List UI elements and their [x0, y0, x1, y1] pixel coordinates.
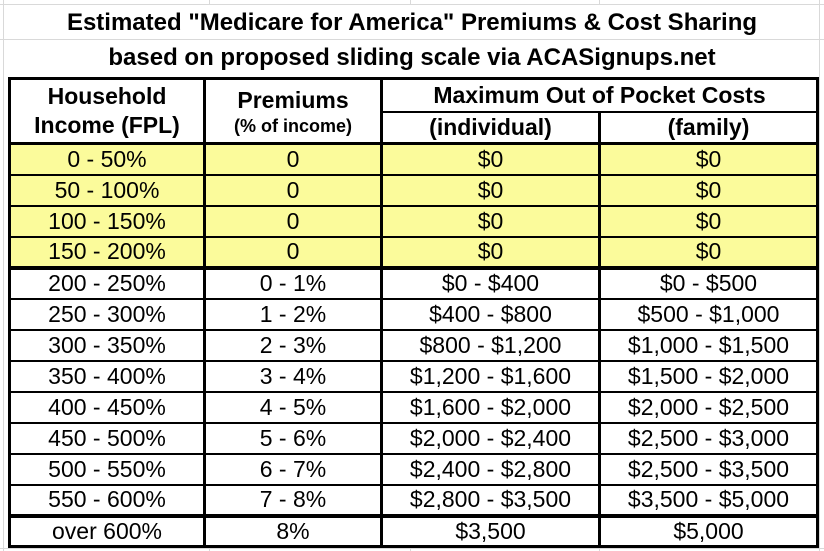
gridline: [410, 548, 411, 551]
cell-individual: $400 - $800: [380, 297, 601, 331]
cell-premium: 6 - 7%: [203, 452, 383, 486]
cell-premium: 8%: [203, 514, 383, 548]
gridline: [209, 548, 210, 551]
cell-family: $3,500 - $5,000: [598, 483, 819, 518]
cell-individual: $0 - $400: [380, 266, 601, 300]
cell-premium: 0: [203, 204, 383, 238]
header-family: (family): [598, 110, 819, 145]
cell-premium: 0: [203, 235, 383, 270]
gridline: [0, 39, 824, 40]
cell-family: $0: [598, 235, 819, 270]
cell-income: 0 - 50%: [8, 142, 206, 176]
cell-family: $500 - $1,000: [598, 297, 819, 331]
cell-premium: 0: [203, 142, 383, 176]
cell-premium: 5 - 6%: [203, 421, 383, 455]
cell-premium: 7 - 8%: [203, 483, 383, 518]
table-row: 50 - 100% 0 $0 $0: [8, 173, 819, 207]
cell-individual: $2,000 - $2,400: [380, 421, 601, 455]
gridline: [3, 0, 4, 551]
cell-family: $5,000: [598, 514, 819, 548]
gridline: [599, 0, 600, 4]
table-body: 0 - 50% 0 $0 $0 50 - 100% 0 $0 $0 100 - 150% 0 $0 $…: [8, 142, 819, 548]
header-premiums-line2: (% of income): [233, 116, 352, 136]
header-household-income: Household Income (FPL): [8, 77, 206, 145]
gridline: [0, 4, 824, 5]
cell-income: 300 - 350%: [8, 328, 206, 362]
cell-premium: 0: [203, 173, 383, 207]
table-row: 200 - 250% 0 - 1% $0 - $400 $0 - $500: [8, 266, 819, 300]
cell-family: $0: [598, 142, 819, 176]
cell-individual: $2,800 - $3,500: [380, 483, 601, 518]
cell-income: 450 - 500%: [8, 421, 206, 455]
cell-premium: 3 - 4%: [203, 359, 383, 393]
cell-premium: 0 - 1%: [203, 266, 383, 300]
cell-individual: $800 - $1,200: [380, 328, 601, 362]
table-row: 300 - 350% 2 - 3% $800 - $1,200 $1,000 - $1…: [8, 328, 819, 362]
cell-income: 350 - 400%: [8, 359, 206, 393]
table-row: 450 - 500% 5 - 6% $2,000 - $2,400 $2,500 - …: [8, 421, 819, 455]
header-row-main: Household Income (FPL) Premiums (% of in…: [8, 77, 819, 145]
cell-family: $0: [598, 173, 819, 207]
cell-individual: $0: [380, 142, 601, 176]
cell-income: 50 - 100%: [8, 173, 206, 207]
cell-income: 550 - 600%: [8, 483, 206, 518]
gridline: [209, 0, 210, 4]
cell-premium: 4 - 5%: [203, 390, 383, 424]
table-row: 550 - 600% 7 - 8% $2,800 - $3,500 $3,500 - …: [8, 483, 819, 518]
header-premiums: Premiums (% of income): [203, 77, 383, 145]
cell-premium: 2 - 3%: [203, 328, 383, 362]
cell-individual: $0: [380, 173, 601, 207]
premiums-cost-sharing-table: Household Income (FPL) Premiums (% of in…: [8, 77, 819, 548]
cell-income: 250 - 300%: [8, 297, 206, 331]
table-row: 0 - 50% 0 $0 $0: [8, 142, 819, 176]
cell-family: $1,000 - $1,500: [598, 328, 819, 362]
cell-premium: 1 - 2%: [203, 297, 383, 331]
gridline: [819, 0, 820, 551]
table-row: 250 - 300% 1 - 2% $400 - $800 $500 - $1,000: [8, 297, 819, 331]
cell-income: 100 - 150%: [8, 204, 206, 238]
header-moop: Maximum Out of Pocket Costs: [380, 77, 819, 113]
cell-income: 500 - 550%: [8, 452, 206, 486]
header-row-sub: (individual) (family): [10, 110, 819, 145]
cell-income: over 600%: [8, 514, 206, 548]
table-row: 350 - 400% 3 - 4% $1,200 - $1,600 $1,500 - …: [8, 359, 819, 393]
cell-family: $2,500 - $3,500: [598, 452, 819, 486]
cell-individual: $0: [380, 204, 601, 238]
cell-family: $2,000 - $2,500: [598, 390, 819, 424]
table-row: 400 - 450% 4 - 5% $1,600 - $2,000 $2,000 - …: [8, 390, 819, 424]
header-individual: (individual): [380, 110, 601, 145]
cell-income: 200 - 250%: [8, 266, 206, 300]
table-row: 500 - 550% 6 - 7% $2,400 - $2,800 $2,500 - …: [8, 452, 819, 486]
gridline: [410, 0, 411, 4]
header-household-income-line2: Income (FPL): [34, 112, 180, 138]
cell-family: $1,500 - $2,000: [598, 359, 819, 393]
title-line-1: Estimated "Medicare for America" Premium…: [66, 9, 758, 36]
cell-individual: $2,400 - $2,800: [380, 452, 601, 486]
header-household-income-line1: Household: [47, 83, 167, 109]
cell-family: $2,500 - $3,000: [598, 421, 819, 455]
cell-family: $0: [598, 204, 819, 238]
table-row: 150 - 200% 0 $0 $0: [8, 235, 819, 270]
cell-individual: $1,600 - $2,000: [380, 390, 601, 424]
cell-individual: $1,200 - $1,600: [380, 359, 601, 393]
cell-family: $0 - $500: [598, 266, 819, 300]
header-premiums-line1: Premiums: [237, 87, 349, 113]
gridline: [0, 548, 824, 549]
gridline: [599, 548, 600, 551]
cell-income: 400 - 450%: [8, 390, 206, 424]
cell-individual: $3,500: [380, 514, 601, 548]
cell-individual: $0: [380, 235, 601, 270]
cell-income: 150 - 200%: [8, 235, 206, 270]
table-row: 100 - 150% 0 $0 $0: [8, 204, 819, 238]
title-line-2: based on proposed sliding scale via ACAS…: [108, 44, 716, 71]
table-row: over 600% 8% $3,500 $5,000: [8, 514, 819, 548]
